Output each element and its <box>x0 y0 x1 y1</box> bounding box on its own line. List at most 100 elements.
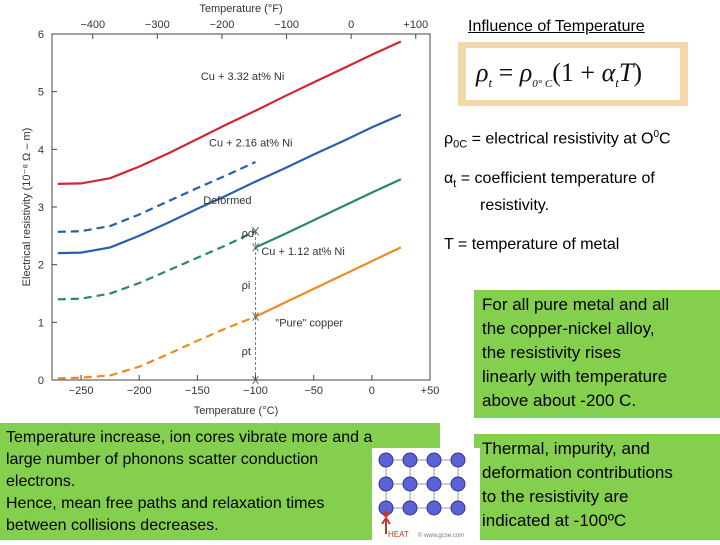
chart-frame <box>51 33 431 381</box>
definition-rho0: ρ0C = electrical resistivity at O0C <box>444 124 671 156</box>
note-line: Hence, mean free paths and relaxation ti… <box>6 495 325 512</box>
definition-alpha: αt = coefficient temperature of resistiv… <box>444 168 714 217</box>
rho-t-symbol: ρ <box>476 58 489 87</box>
x-tick-label: −200 <box>127 385 152 397</box>
alpha-symbol: α <box>601 58 616 87</box>
lattice-atom <box>402 452 418 468</box>
lattice-atom <box>450 500 466 516</box>
x-tick-label: −100 <box>243 385 268 397</box>
series-line-3 <box>255 178 402 249</box>
resistivity-formula: ρt = ρ0° C(1 + αtT) <box>476 58 642 91</box>
y-tick-label: 0 <box>38 375 44 387</box>
note-line: Thermal, impurity, and <box>482 439 650 458</box>
series-line-4 <box>57 230 256 301</box>
rho-t-sub: t <box>488 75 493 91</box>
x-tick-label: −150 <box>185 385 210 397</box>
note-line: linearly with temperature <box>482 367 668 386</box>
note-line: deformation contributions <box>482 463 673 482</box>
heat-icon <box>381 511 391 534</box>
heat-label: HEAT <box>388 530 409 539</box>
lattice-atom <box>402 500 418 516</box>
y-tick-label: 2 <box>38 260 44 272</box>
contribution-arrowhead <box>252 312 259 318</box>
y-tick-label: 3 <box>38 202 44 214</box>
chart-annotation: Deformed <box>203 195 251 207</box>
definition-temperature: T = temperature of metal <box>444 236 620 253</box>
chart-annotation: ρt <box>242 346 251 358</box>
chart-annotation: Cu + 2.16 at% Ni <box>209 137 292 149</box>
note-line: the copper-nickel alloy, <box>482 319 655 338</box>
series-line-1 <box>57 113 402 255</box>
lattice-atom <box>378 476 394 492</box>
series-line-5 <box>255 246 402 318</box>
linear-rise-note: For all pure metal and all the copper-ni… <box>474 290 720 418</box>
lattice-atom <box>426 476 442 492</box>
rho0-symbol: ρ <box>444 130 454 148</box>
top-tick-label: −400 <box>80 19 105 31</box>
alpha-sub: t <box>615 75 619 91</box>
note-line: the resistivity rises <box>482 343 621 362</box>
phonon-scattering-note: Temperature increase, ion cores vibrate … <box>0 423 440 540</box>
x-tick-label: 0 <box>369 385 375 397</box>
note-line: Temperature increase, ion cores vibrate … <box>6 429 373 446</box>
formula-equals: = <box>492 58 520 87</box>
note-line: large number of phonons scatter conducti… <box>6 451 319 468</box>
chart-annotation: "Pure" copper <box>275 317 343 329</box>
rho0-subscript: 0C <box>453 138 468 151</box>
lattice-atom <box>378 452 394 468</box>
top-tick-label: −300 <box>145 19 170 31</box>
resistivity-chart: −250 −200 −150 −100 −50 0 +50 0 1 2 3 4 5 6 −400 −300 −2… <box>21 3 440 417</box>
alpha-def-text: = coefficient temperature of <box>456 170 655 187</box>
formula-inner: ρt = ρ0° C(1 + αtT) <box>466 48 680 100</box>
chart-annotation: ρi <box>242 280 251 292</box>
lattice-credit: © www.gcse.com <box>418 532 464 539</box>
chart-annotation: Cu + 1.12 at% Ni <box>261 246 344 258</box>
series-line-0 <box>57 40 402 185</box>
top-axis-label: Temperature (°F) <box>199 3 282 15</box>
formula-paren: (1 + <box>552 58 602 87</box>
formula-box: ρt = ρ0° C(1 + αtT) <box>458 42 688 106</box>
top-tick-label: −200 <box>210 19 235 31</box>
contributions-note: Thermal, impurity, and deformation contr… <box>474 434 720 540</box>
contribution-arrowhead <box>252 243 259 249</box>
alpha-def-text-2: resistivity. <box>480 197 550 215</box>
rho0-text: = electrical resistivity at O <box>467 130 654 148</box>
x-axis-label: Temperature (°C) <box>194 405 278 417</box>
rho-0-sub: 0° C <box>532 78 553 91</box>
lattice-illustration: HEAT © www.gcse.com <box>372 448 480 540</box>
y-tick-label: 5 <box>38 87 44 99</box>
alpha-def-symbol: α <box>444 170 454 187</box>
lattice-atom <box>426 452 442 468</box>
slide-title: Influence of Temperature <box>468 18 645 35</box>
lattice-atom <box>426 500 442 516</box>
top-tick-label: 0 <box>348 19 354 31</box>
y-tick-label: 1 <box>38 317 44 329</box>
x-tick-label: +50 <box>421 385 440 397</box>
temperature-symbol: T <box>618 58 634 87</box>
series-line-2 <box>57 161 256 233</box>
series-line-6 <box>57 315 256 380</box>
note-line: indicated at -100ºC <box>482 511 627 530</box>
note-line: above about -200 C. <box>482 391 637 410</box>
note-line: For all pure metal and all <box>482 295 670 314</box>
lattice-atom <box>450 476 466 492</box>
y-axis-label: Electrical resistivity (10⁻⁸ Ω – m) <box>21 128 33 287</box>
rho0-tail: C <box>659 130 671 148</box>
top-tick-label: +100 <box>403 19 428 31</box>
formula-close: ) <box>633 58 643 87</box>
note-line: to the resistivity are <box>482 487 629 506</box>
chart-annotation: ρd <box>242 228 254 240</box>
contribution-arrowhead <box>252 226 259 233</box>
note-line: electrons. <box>6 473 76 490</box>
chart-annotation: Cu + 3.32 at% Ni <box>201 71 284 83</box>
y-tick-label: 4 <box>38 144 44 156</box>
lattice-graphic: HEAT © www.gcse.com <box>378 452 466 539</box>
lattice-atom <box>450 452 466 468</box>
top-tick-label: −100 <box>274 19 299 31</box>
lattice-atom <box>402 476 418 492</box>
rho0-superscript: 0 <box>653 129 660 140</box>
alpha-def-sub: t <box>453 178 457 191</box>
note-line: between collisions decreases. <box>6 517 219 534</box>
rho-0-symbol: ρ <box>519 58 533 87</box>
x-tick-label: −50 <box>304 385 323 397</box>
